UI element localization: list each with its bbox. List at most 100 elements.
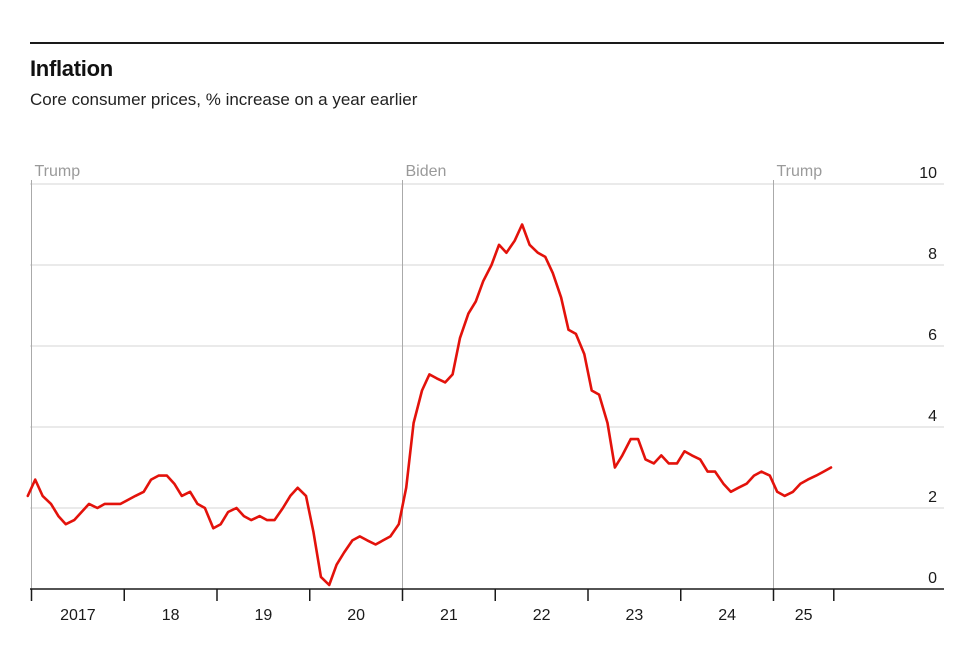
data-point [722,482,725,485]
x-tick-label-24: 24 [718,607,736,624]
y-tick-label-8: 8 [928,246,937,263]
data-point [769,474,771,477]
data-point [614,466,616,469]
data-point [567,329,570,331]
data-point [150,478,152,481]
data-point [714,470,716,473]
data-point [41,495,44,497]
y-tick-label-6: 6 [928,327,937,344]
series-layer [26,223,833,587]
x-tick-label-19: 19 [254,607,272,624]
data-point [745,482,748,485]
data-point [660,454,663,457]
data-point [537,252,539,254]
data-point [166,474,168,477]
era-label-trump: Trump [35,163,81,180]
chart-subtitle: Core consumer prices, % increase on a ye… [30,90,418,109]
era-label-biden: Biden [406,163,447,180]
top-rule [30,42,944,44]
data-point [783,495,786,497]
data-point [644,458,647,461]
data-point [760,470,763,473]
data-point [513,239,516,242]
data-point [196,503,199,505]
data-point [142,491,145,493]
data-point [73,519,75,521]
data-point [359,535,361,538]
data-point [289,495,292,497]
data-point [111,503,113,505]
data-point [320,576,322,578]
data-point [273,519,276,521]
data-point [398,523,400,525]
data-point [219,523,222,525]
data-point [528,244,531,246]
data-point [312,531,315,534]
data-point [753,474,755,477]
data-point [266,519,268,521]
era-annotations: Trump Biden Trump [31,163,822,589]
data-point [560,296,562,299]
data-point [653,462,655,465]
data-point [374,543,377,546]
data-point [436,377,438,380]
data-point [389,535,392,538]
data-point [34,478,36,481]
data-point [134,495,137,497]
y-tick-label-10: 10 [919,165,937,182]
data-point [50,503,52,505]
data-point [467,312,470,315]
data-point [521,223,523,226]
x-tick-label-2017: 2017 [60,607,96,624]
data-point [776,491,778,493]
data-point [65,523,67,525]
data-point [351,539,354,542]
data-point [637,438,639,440]
data-point [305,495,307,497]
y-tick-label-0: 0 [928,570,937,587]
gridlines [30,183,944,509]
data-point [412,422,415,424]
data-point [737,487,740,489]
data-point [606,422,609,424]
x-tick-label-22: 22 [533,607,551,624]
data-point [629,438,632,440]
data-point [598,393,600,396]
data-point [451,373,454,376]
data-point [475,300,477,303]
data-point [157,474,160,477]
data-point [421,389,423,392]
data-point [181,495,183,497]
y-axis: 0 2 4 6 8 10 [919,165,937,587]
data-point [575,333,577,335]
data-point [212,527,215,530]
data-point [335,563,338,566]
data-point [382,539,384,542]
data-point [119,503,122,505]
data-point [505,252,508,254]
data-point [621,454,624,457]
data-point [104,503,106,505]
data-point [204,507,206,509]
data-point [667,462,670,465]
data-point [583,353,586,355]
data-point [88,503,90,505]
data-point [830,466,832,469]
data-point [676,462,678,465]
data-point [343,551,345,554]
data-point [444,381,447,384]
series-line-0 [26,223,833,587]
data-point [590,389,593,392]
data-point [296,487,299,489]
data-point [80,511,83,513]
data-point [328,584,331,586]
data-point [498,244,500,246]
data-point [243,515,245,517]
data-point [699,458,701,461]
x-tick-label-21: 21 [440,607,458,624]
data-point [57,515,60,517]
data-point [227,511,229,513]
data-point [822,470,825,473]
data-point [27,495,29,497]
